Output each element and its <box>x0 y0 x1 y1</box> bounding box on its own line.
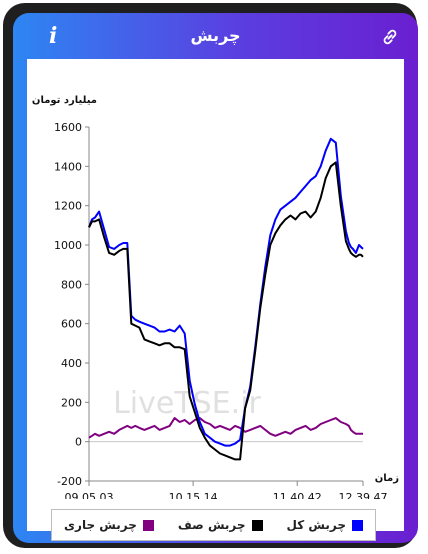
y-tick-label: 0 <box>75 436 82 449</box>
link-icon[interactable] <box>380 27 400 47</box>
header-bar: i چربش <box>13 13 418 59</box>
line-chart: LiveTSE.ir -200 0 200 400 600 800 1000 1200 1400… <box>32 95 399 504</box>
x-tick-label: 11.40.42 <box>273 491 322 499</box>
legend-item-total: چربش کل <box>287 518 363 532</box>
legend: چربش کل چربش صف چربش جاری <box>51 509 376 541</box>
legend-label-total: چربش کل <box>286 518 346 532</box>
legend-label-current: چربش جاری <box>64 518 137 532</box>
y-axis-label: میلیارد تومان <box>32 95 97 106</box>
info-icon[interactable]: i <box>49 23 58 49</box>
legend-swatch-queue <box>251 519 263 531</box>
y-tick-label: 600 <box>61 318 82 331</box>
y-tick-label: 1400 <box>54 160 82 173</box>
y-tick-label: 1200 <box>54 200 82 213</box>
y-tick-label: -200 <box>57 475 82 488</box>
x-tick-label: 09.05.03 <box>65 491 114 499</box>
y-tick-label: 200 <box>61 396 82 409</box>
x-tick-label: 12.39.47 <box>339 491 388 499</box>
chart-card: i چربش LiveTSE.ir -200 0 200 400 600 800 1000 1… <box>13 13 418 543</box>
legend-item-queue: چربش صف <box>178 518 263 532</box>
chart-panel: LiveTSE.ir -200 0 200 400 600 800 1000 1200 1400… <box>27 59 404 541</box>
y-tick-label: 800 <box>61 278 82 291</box>
series-line-2 <box>88 417 363 439</box>
legend-swatch-current <box>142 519 154 531</box>
y-tick-label: 400 <box>61 357 82 370</box>
legend-label-queue: چربش صف <box>177 518 246 532</box>
legend-item-current: چربش جاری <box>64 518 154 532</box>
page-title: چربش <box>190 26 241 45</box>
legend-swatch-total <box>352 519 363 531</box>
x-tick-label: 10.15.14 <box>169 491 218 499</box>
y-tick-label: 1000 <box>54 239 82 252</box>
series-line-1 <box>88 161 364 461</box>
device-frame: i چربش LiveTSE.ir -200 0 200 400 600 800 1000 1… <box>3 3 418 548</box>
x-axis-label: زمان <box>375 473 399 484</box>
y-tick-label: 1600 <box>54 121 82 134</box>
watermark-text: LiveTSE.ir <box>113 386 261 421</box>
